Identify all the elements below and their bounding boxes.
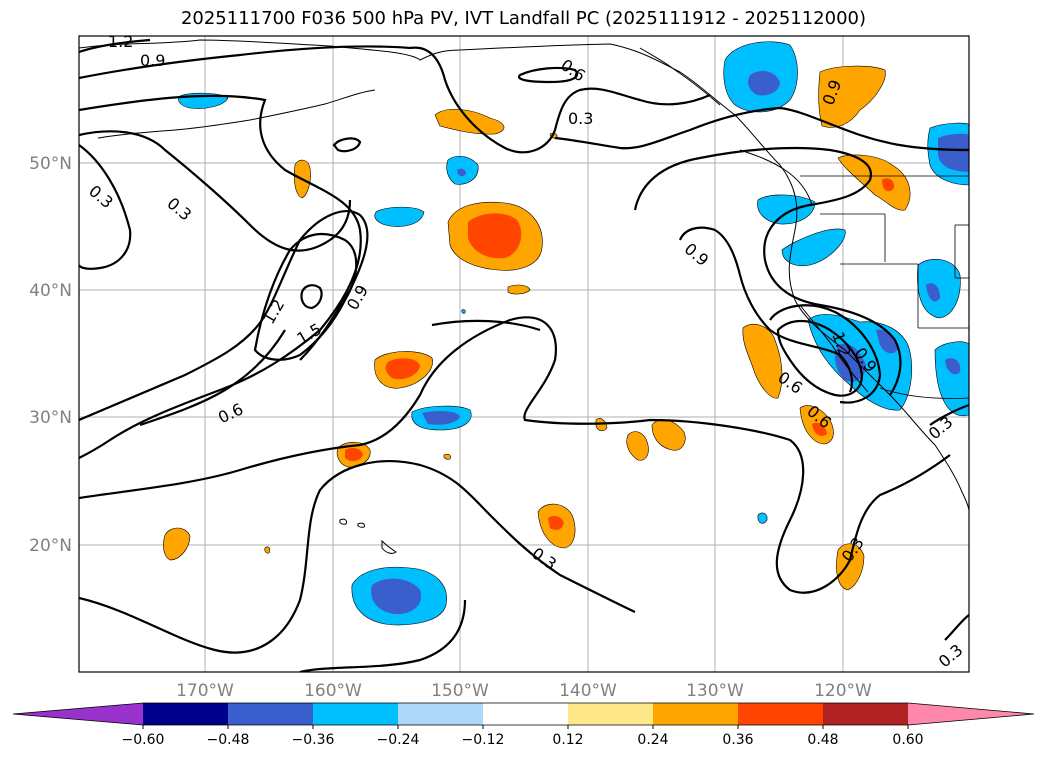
colorbar-segment [483, 703, 568, 725]
lat-label: 20°N [29, 536, 72, 556]
chart-title: 2025111700 F036 500 hPa PV, IVT Landfall… [180, 8, 867, 29]
lon-label: 160°W [304, 681, 362, 701]
colorbar-tick-label: −0.48 [207, 732, 250, 748]
colorbar-segment [568, 703, 653, 725]
colorbar-tick-label: −0.36 [292, 732, 335, 748]
lon-label: 120°W [814, 681, 872, 701]
colorbar-tick-label: −0.12 [462, 732, 505, 748]
lat-label: 30°N [29, 408, 72, 428]
map-background [79, 36, 969, 672]
borders [800, 175, 969, 399]
lon-label: 150°W [431, 681, 489, 701]
colorbar: −0.60 −0.48 −0.36 −0.24 −0.12 0.12 0.24 0.36 0.4… [12, 702, 1035, 748]
colorbar-extend-high [908, 703, 1034, 725]
latitude-labels: 50°N 40°N 30°N 20°N [29, 154, 72, 556]
lon-label: 130°W [686, 681, 744, 701]
colorbar-tick-label: −0.60 [122, 732, 165, 748]
longitude-labels: 170°W 160°W 150°W 140°W 130°W 120°W [176, 681, 872, 701]
colorbar-segment [738, 703, 823, 725]
colorbar-tick-label: 0.60 [892, 732, 923, 748]
colorbar-tick-label: 0.24 [637, 732, 668, 748]
colorbar-segment [228, 703, 313, 725]
map-content [79, 36, 969, 672]
colorbar-extend-low [13, 703, 143, 725]
positive-ivt-areas [163, 65, 911, 591]
colorbar-segment [398, 703, 483, 725]
lon-label: 170°W [176, 681, 234, 701]
colorbar-tick-label: 0.12 [552, 732, 583, 748]
lat-label: 50°N [29, 154, 72, 174]
colorbar-tick-label: 0.36 [722, 732, 753, 748]
contour-label: 0.3 [568, 109, 593, 128]
colorbar-tick-label: 0.48 [807, 732, 838, 748]
gridlines [79, 36, 969, 672]
colorbar-tick-label: −0.24 [377, 732, 420, 748]
contour-label: 1.2 [108, 32, 133, 51]
colorbar-segment [313, 703, 398, 725]
lat-label: 40°N [29, 281, 72, 301]
contour-label: 0.9 [140, 51, 165, 70]
colorbar-segment [143, 703, 228, 725]
colorbar-segment [823, 703, 908, 725]
colorbar-segment [653, 703, 738, 725]
map-border [78, 35, 970, 673]
pv-contours [79, 38, 969, 672]
lon-label: 140°W [559, 681, 617, 701]
